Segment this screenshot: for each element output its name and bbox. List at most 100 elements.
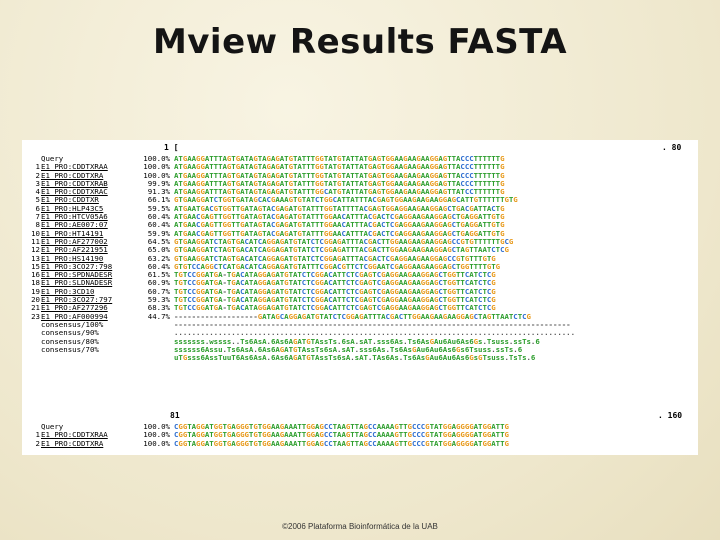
row-number: 4 (35, 187, 40, 197)
row-number: 23 (31, 311, 40, 321)
sequence-residues: ATGAAGGATTTAGTGATAGTAGAGATGTATTTGGTATGTA… (174, 170, 505, 180)
ruler-start: 1 [ (164, 143, 179, 152)
identity-percent: 60.4% (147, 261, 170, 271)
alignment-row: 13 E1_PRO:HS14190 63.2% GTGAAGGATCTAGTGACAT… (22, 253, 698, 263)
alignment-row: Query 100.0% ATGAAGGATTTAGTGATAGTAGAGATGTA… (22, 154, 698, 163)
identity-percent: 59.5% (147, 203, 170, 213)
sequence-id-link[interactable]: E1_PRO:CDDTXRA (41, 438, 104, 448)
identity-percent: 100.0% (143, 162, 170, 172)
ruler-end: . 160 (658, 411, 683, 420)
identity-percent: 59.3% (147, 295, 170, 305)
sequence-id-link[interactable]: E1_PRO:SLDNADESR (41, 278, 113, 288)
sequence-residues: ATGAAGGATTTAGTGATAGTAGAGATGTATTTGGTATGTA… (174, 154, 505, 163)
row-number: 3 (35, 178, 40, 188)
row-number: 11 (31, 236, 40, 246)
sequence-id-link[interactable]: E1_PRO:HS14190 (41, 253, 104, 263)
identity-percent: 68.3% (147, 303, 170, 313)
sequence-id-link[interactable]: E1_PRO:HTCV05A6 (41, 212, 108, 222)
row-number: 19 (31, 286, 40, 296)
sequence-label: Query (41, 422, 64, 431)
row-number: 6 (35, 203, 40, 213)
alignment-row: 18 E1_PRO:SLDNADESR 60.9% TGTCCGGATGA-TGACA… (22, 278, 698, 288)
sequence-residues: GTGAAGGATCTAGTGACATCAGGAGATGTATCTCGGAGAT… (174, 236, 514, 246)
identity-percent: 100.0% (143, 438, 170, 448)
sequence-id-link[interactable]: E1_PRO:3CD10 (41, 286, 95, 296)
identity-percent: 60.4% (147, 212, 170, 222)
alignment-row: 19 E1_PRO:3CD10 60.7% TGTCCGGATGA-TGACATAGG… (22, 286, 698, 296)
sequence-id-link[interactable]: E1_PRO:CDDTXRA (41, 170, 104, 180)
sequence-residues: GTGTCCAGGCTCATGACATCAGGAGATGTATTTCGGACGT… (174, 261, 501, 271)
row-number: 16 (31, 270, 40, 280)
sequence-residues: GTGAAGGATCTGGTGATAGCACGAAAGTGTATCTGGCATT… (174, 195, 518, 205)
alignment-row: 1 E1_PRO:CDDTXRAA 100.0% CGGTAGGATGGTGAGGGT… (22, 430, 698, 440)
row-number: 7 (35, 212, 40, 222)
alignment-row: 16 E1_PRO:SPDNADESR 61.5% TGTCCGGATGA-TGACA… (22, 270, 698, 280)
sequence-residues: -------------------GATAGCAGGAGATGTATCTCG… (174, 311, 531, 321)
sequence-residues: GTGAAGGATCTAGTGACATCAGGAGATGTATCTCGGAGAT… (174, 253, 496, 263)
alignment-row: 23 E1_PRO:AF000994 44.7% ------------------… (22, 311, 698, 321)
identity-percent: 100.0% (143, 422, 170, 431)
alignment-row: 6 E1_PRO:HLP43C5 59.5% ATGAATGACGTGGTTGATAG… (22, 203, 698, 213)
identity-percent: 100.0% (143, 170, 170, 180)
sequence-id-link[interactable]: E1_PRO:CDDTXRAB (41, 178, 108, 188)
sequence-residues: ssssss6Assu.Ts6AsA.6As6AGATGTAssTs6sA.sA… (174, 344, 523, 354)
identity-percent: 64.5% (147, 236, 170, 246)
ruler-start: 81 (170, 411, 180, 420)
sequence-residues: GTGAAGGATCTAGTGACATCAGGAGATGTATCTCGGAGAT… (174, 245, 509, 255)
identity-percent: 65.0% (147, 245, 170, 255)
alignment-row: 2 E1_PRO:CDDTXRA 100.0% ATGAAGGATTTAGTGATAG… (22, 170, 698, 180)
alignment-row: 21 E1_PRO:AF277296 68.3% TGTCCGGATGA-TGACAT… (22, 303, 698, 313)
sequence-residues: TGTCCGGATGA-TGACATAGGAGATGTATCTCGGACATTC… (174, 270, 496, 280)
alignment-row: Query 100.0% CGGTAGGATGGTGAGGGTGTGGAAGAAAT… (22, 422, 698, 431)
alignment-row: consensus/70% ssssss6Assu.Ts6AsA.6As6AGAT… (22, 344, 698, 354)
row-number: 1 (35, 430, 40, 440)
sequence-id-link[interactable]: E1_PRO:CDDTXR (41, 195, 99, 205)
row-number: 2 (35, 170, 40, 180)
row-number: 12 (31, 245, 40, 255)
slide-title: Mview Results FASTA (152, 22, 568, 62)
identity-percent: 44.7% (147, 311, 170, 321)
sequence-id-link[interactable]: E1_PRO:HT14191 (41, 228, 104, 238)
sequence-label: consensus/70% (41, 344, 99, 354)
sequence-label: consensus/80% (41, 336, 99, 346)
sequence-id-link[interactable]: E1_PRO:CDDTXRAA (41, 162, 108, 172)
row-number: 18 (31, 278, 40, 288)
sequence-residues: ATGAAGGATTTAGTGATAGTAGAGATGTATTTGGTATGTA… (174, 162, 505, 172)
sequence-label: consensus/100% (41, 319, 104, 329)
sequence-residues: ATGAAGGATTTAGTGATAGTAGAGATGTATTTGGCATGTA… (174, 187, 505, 197)
alignment-row: 2 E1_PRO:CDDTXRA 100.0% CGGTAGGATGGTGAGGGTG… (22, 438, 698, 448)
sequence-id-link[interactable]: E1_PRO:3CO27:797 (41, 295, 113, 305)
sequence-residues: ATGAACGAGTTGGTTGATAGTACGAGATGTATTTGGAACA… (174, 220, 505, 230)
sequence-residues: TGTCCGGATGA-TGACATAGGAGATGTATCTCGGACATTC… (174, 278, 496, 288)
sequence-id-link[interactable]: E1_PRO:AF221951 (41, 245, 108, 255)
alignment-row: 5 E1_PRO:CDDTXR 66.1% GTGAAGGATCTGGTGATAGCA… (22, 195, 698, 205)
identity-percent: 99.9% (147, 178, 170, 188)
row-number: 15 (31, 261, 40, 271)
mview-output-panel: 1 [ . 80 Query 100.0% ATGAAGGATTTAGTGATAGT… (22, 140, 698, 455)
sequence-residues: ........................................… (174, 328, 575, 338)
identity-percent: 66.1% (147, 195, 170, 205)
alignment-row: 3 E1_PRO:CDDTXRAB 99.9% ATGAAGGATTTAGTGATAG… (22, 178, 698, 188)
sequence-id-link[interactable]: E1_PRO:AE007:07 (41, 220, 108, 230)
sequence-id-link[interactable]: E1_PRO:AF000994 (41, 311, 108, 321)
alignment-row: 11 E1_PRO:AF277002 64.5% GTGAAGGATCTAGTGACA… (22, 236, 698, 246)
row-number: 5 (35, 195, 40, 205)
sequence-id-link[interactable]: E1_PRO:SPDNADESR (41, 270, 113, 280)
ruler-block-1: 1 [ . 80 (22, 143, 698, 153)
alignment-row: consensus/90%...........................… (22, 328, 698, 338)
alignment-row: 15 E1_PRO:3CO27:798 60.4% GTGTCCAGGCTCATGAC… (22, 261, 698, 271)
alignment-row: 10 E1_PRO:HT14191 59.9% ATGAACGAGTTGGTTGATA… (22, 228, 698, 238)
sequence-id-link[interactable]: E1_PRO:HLP43C5 (41, 203, 104, 213)
alignment-row: 4 E1_PRO:CDDTXRAC 91.3% ATGAAGGATTTAGTGATAG… (22, 187, 698, 197)
alignment-row: consensus/80% sssssss.wssss..Ts6AsA.6As6A… (22, 336, 698, 346)
alignment-row: consensus/100% --------------------------… (22, 319, 698, 329)
sequence-id-link[interactable]: E1_PRO:AF277002 (41, 236, 108, 246)
ruler-block-2: 81 . 160 (22, 411, 698, 421)
sequence-id-link[interactable]: E1_PRO:CDDTXRAA (41, 430, 108, 440)
sequence-id-link[interactable]: E1_PRO:3CO27:798 (41, 261, 113, 271)
alignment-block-2: Query 100.0% CGGTAGGATGGTGAGGGTGTGGAAGAAAT… (22, 422, 698, 448)
row-number: 2 (35, 438, 40, 448)
sequence-id-link[interactable]: E1_PRO:AF277296 (41, 303, 108, 313)
sequence-id-link[interactable]: E1_PRO:CDDTXRAC (41, 187, 108, 197)
alignment-row: 1 E1_PRO:CDDTXRAA 100.0% ATGAAGGATTTAGTGATA… (22, 162, 698, 172)
